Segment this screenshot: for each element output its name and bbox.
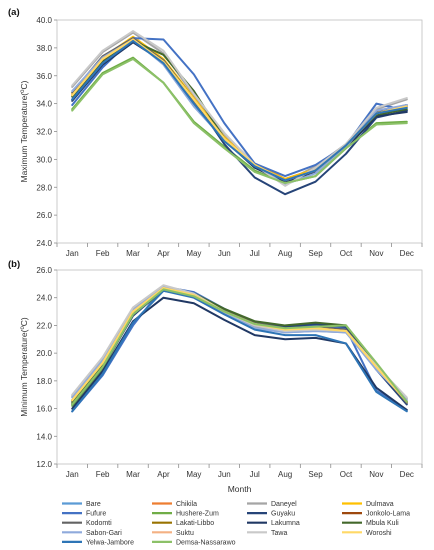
legend-label-guyaku: Guyaku xyxy=(271,511,295,518)
legend-label-woroshi: Woroshi xyxy=(366,530,392,537)
y-tick-label: 32.0 xyxy=(36,128,52,137)
y-tick-label: 24.0 xyxy=(36,294,52,303)
legend-label-tawa: Tawa xyxy=(271,530,287,537)
legend-label-sabon-gari: Sabon-Gari xyxy=(86,530,122,537)
x-tick-label: Jan xyxy=(66,249,79,258)
series-line-demsa-nassarawo xyxy=(71,288,408,406)
panel-label: (b) xyxy=(8,259,20,270)
x-tick-label: Jul xyxy=(250,249,260,258)
legend-label-suktu: Suktu xyxy=(176,530,194,537)
x-tick-label: Nov xyxy=(369,249,383,258)
x-tick-label: May xyxy=(186,470,201,479)
legend-label-yelwa-jambore: Yelwa-Jambore xyxy=(86,539,134,546)
x-tick-label: Dec xyxy=(400,470,414,479)
legend-label-mbula-kuli: Mbula Kuli xyxy=(366,520,399,527)
y-tick-label: 34.0 xyxy=(36,100,52,109)
series-line-yelwa-jambore xyxy=(71,289,408,413)
x-tick-label: Dec xyxy=(400,249,414,258)
series-line-fufure xyxy=(71,285,408,413)
x-tick-label: Oct xyxy=(340,470,353,479)
series-line-fufure xyxy=(71,37,408,178)
x-tick-label: Apr xyxy=(157,249,170,258)
legend-label-lakumna: Lakumna xyxy=(271,520,300,527)
series-line-sabon-gari xyxy=(71,38,408,186)
x-tick-label: Jan xyxy=(66,470,79,479)
x-tick-label: Apr xyxy=(157,470,170,479)
x-tick-label: Mar xyxy=(126,249,140,258)
y-tick-label: 36.0 xyxy=(36,72,52,81)
y-tick-label: 14.0 xyxy=(36,432,52,441)
x-tick-label: Oct xyxy=(340,249,353,258)
plot-area xyxy=(56,269,423,465)
y-tick-label: 20.0 xyxy=(36,349,52,358)
y-tick-label: 30.0 xyxy=(36,155,52,164)
legend-label-fufure: Fufure xyxy=(86,511,106,518)
x-tick-label: Sep xyxy=(308,470,323,479)
chart-panel-a: (a) 24.0 26.0 28.0 30.0 32.0 34.0 36.0 38.0 40.0 J… xyxy=(8,7,423,258)
y-tick-label: 16.0 xyxy=(36,405,52,414)
y-tick-label: 40.0 xyxy=(36,16,52,25)
series-line-hushere-zum xyxy=(71,56,408,185)
legend: Bare Chikila Daneyel Dulmava Fufure Hushere-Z… xyxy=(62,501,410,546)
y-tick-label: 26.0 xyxy=(36,266,52,275)
chart-panel-b: (b) 12.0 14.0 16.0 18.0 20.0 22.0 24.0 26.0 Jan Fe… xyxy=(8,259,423,494)
x-tick-label: May xyxy=(186,249,201,258)
legend-label-dulmava: Dulmava xyxy=(366,501,394,508)
legend-label-chikila: Chikila xyxy=(176,501,197,508)
x-tick-label: Aug xyxy=(278,249,292,258)
x-tick-label: Feb xyxy=(96,470,110,479)
x-axis-label: Month xyxy=(228,484,252,494)
legend-label-demsa-nassarawo: Demsa-Nassarawo xyxy=(176,539,236,546)
y-tick-label: 24.0 xyxy=(36,239,52,248)
legend-label-jonkolo-lama: Jonkolo-Lama xyxy=(366,511,410,518)
y-tick-label: 28.0 xyxy=(36,183,52,192)
y-tick-label: 12.0 xyxy=(36,460,52,469)
x-tick-label: Sep xyxy=(308,249,323,258)
panel-label: (a) xyxy=(8,7,20,18)
legend-label-hushere-zum: Hushere-Zum xyxy=(176,511,219,518)
x-tick-label: Mar xyxy=(126,470,140,479)
legend-label-daneyel: Daneyel xyxy=(271,501,297,508)
y-tick-label: 18.0 xyxy=(36,377,52,386)
y-tick-label: 26.0 xyxy=(36,211,52,220)
x-tick-label: Jun xyxy=(218,249,231,258)
y-tick-label: 38.0 xyxy=(36,44,52,53)
x-tick-label: Jul xyxy=(250,470,260,479)
y-axis-label: Maximum Temperature(oC) xyxy=(19,80,29,182)
x-tick-label: Aug xyxy=(278,470,292,479)
x-tick-label: Feb xyxy=(96,249,110,258)
legend-label-lakati-libbo: Lakati-Libbo xyxy=(176,520,214,527)
x-tick-label: Nov xyxy=(369,470,383,479)
series-line-yelwa-jambore xyxy=(71,39,408,182)
legend-label-bare: Bare xyxy=(86,501,101,508)
y-axis-label: Minimum Temperature(oC) xyxy=(19,317,29,417)
series-line-demsa-nassarawo xyxy=(71,58,408,185)
x-tick-label: Jun xyxy=(218,470,231,479)
y-tick-label: 22.0 xyxy=(36,321,52,330)
series-line-woroshi xyxy=(71,287,408,403)
series-line-tawa xyxy=(71,30,408,187)
legend-label-kodomti: Kodomti xyxy=(86,520,112,527)
